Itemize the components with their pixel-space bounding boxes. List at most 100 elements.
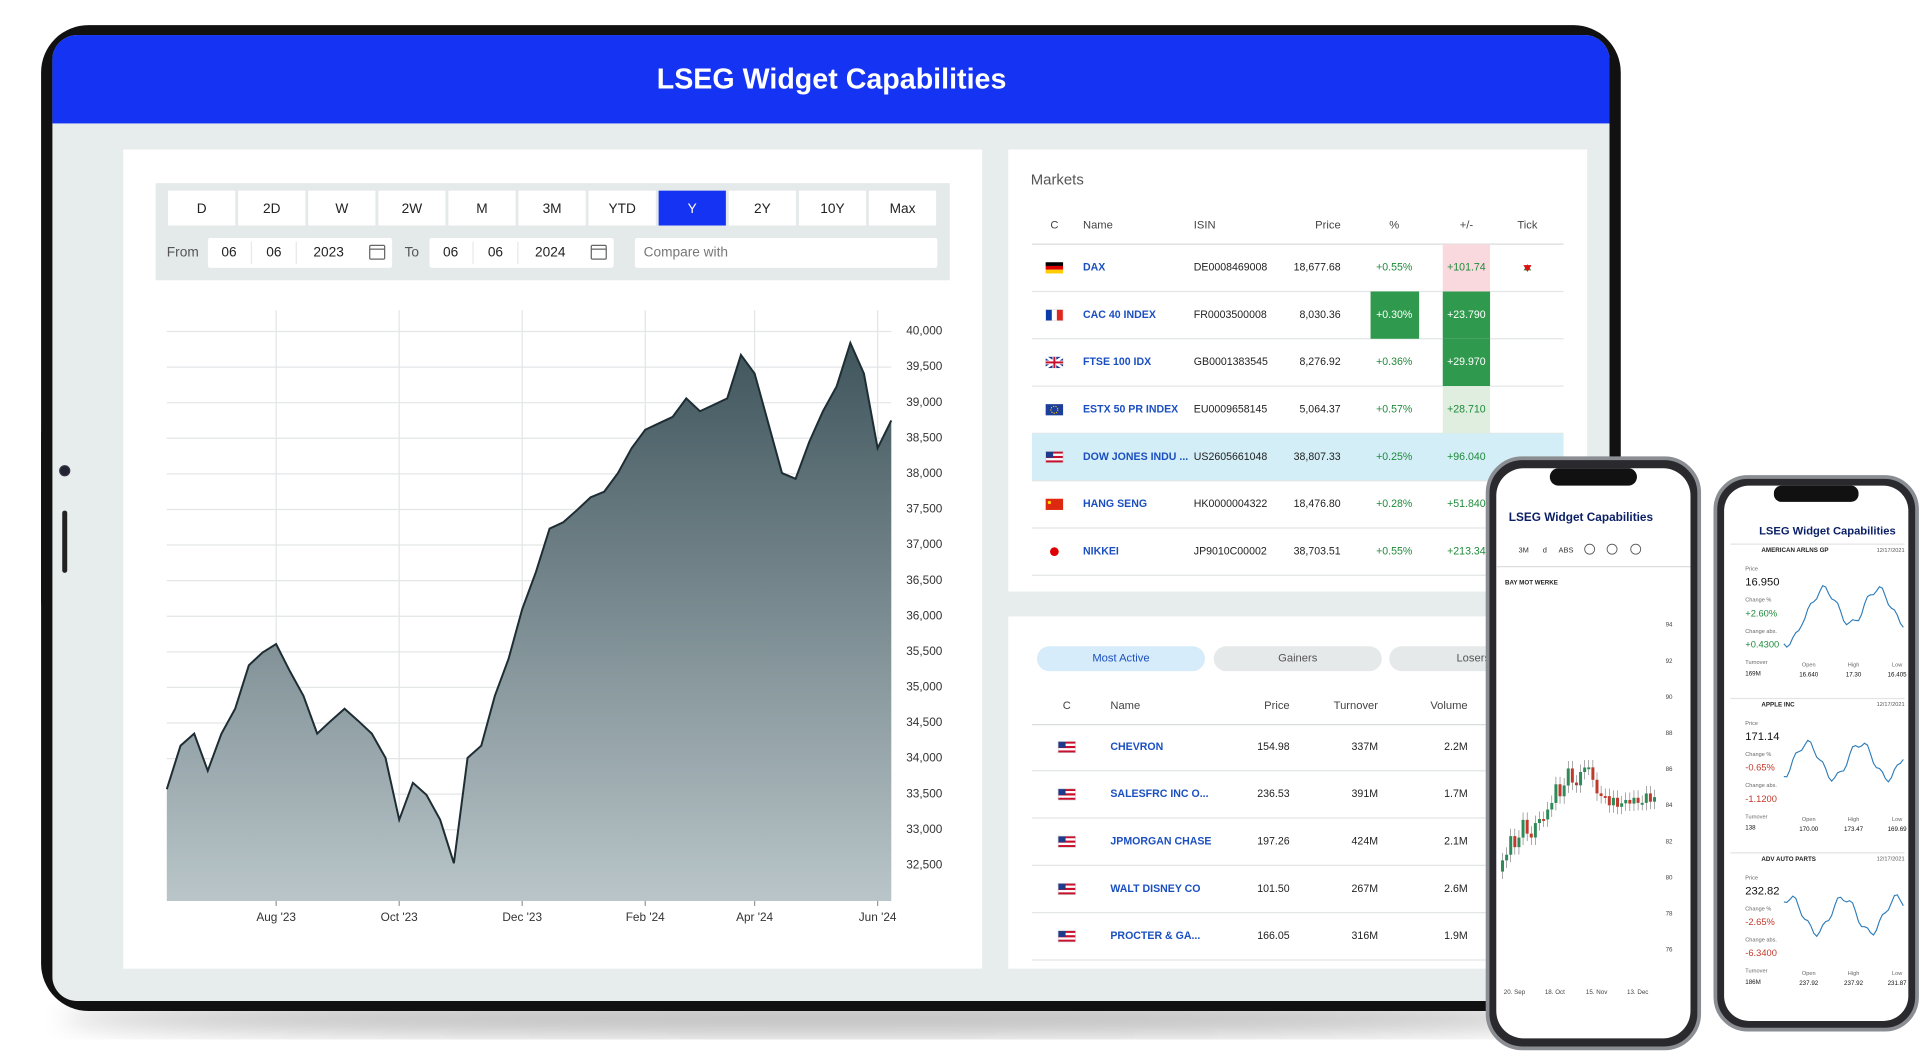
decor-candle xyxy=(1595,779,1599,794)
flag xyxy=(1058,741,1076,744)
cell-highlight xyxy=(1442,291,1491,339)
range-tab-label: W xyxy=(335,201,348,216)
flag xyxy=(1058,932,1076,936)
flag xyxy=(1058,838,1076,841)
y-tick-label: 34,500 xyxy=(906,715,943,729)
flag xyxy=(1058,741,1066,748)
toolbar-icon[interactable] xyxy=(1584,543,1596,555)
y-tick-label: 36,500 xyxy=(906,573,943,587)
turnover: 267M xyxy=(1352,883,1378,895)
open: 16.640 xyxy=(1799,672,1819,679)
decor-candle xyxy=(1509,836,1513,855)
isin: HK0000004322 xyxy=(1194,498,1268,510)
y-tick-label: 40,000 xyxy=(906,324,943,338)
date-part: 2024 xyxy=(535,245,566,260)
abs-change: +101.74 xyxy=(1447,262,1486,274)
field-label: Turnover xyxy=(1745,660,1767,666)
date-part: 06 xyxy=(488,245,504,260)
high: 17.30 xyxy=(1846,672,1862,679)
flag xyxy=(1058,836,1066,843)
phone-screen xyxy=(1724,485,1909,1021)
range-tab[interactable] xyxy=(658,190,726,226)
pct-change: +0.55% xyxy=(1376,262,1413,274)
flag xyxy=(1058,788,1066,796)
from-label: From xyxy=(167,245,199,260)
range-tab[interactable] xyxy=(448,190,516,226)
turnover: 186M xyxy=(1745,979,1761,986)
x-tick-label: Apr '24 xyxy=(736,910,773,924)
field-label: Low xyxy=(1892,662,1903,668)
flag xyxy=(1045,404,1064,416)
field-label: Price xyxy=(1745,721,1758,727)
mover-tab[interactable] xyxy=(1213,646,1382,672)
flag xyxy=(1058,793,1076,796)
flag xyxy=(1045,265,1064,270)
flag xyxy=(1056,309,1064,321)
range-tab-label: 3M xyxy=(543,201,562,216)
price: 232.82 xyxy=(1745,885,1779,897)
abs-change: +213.34 xyxy=(1447,545,1486,557)
range-tab[interactable] xyxy=(868,190,937,226)
date-part: 2023 xyxy=(313,245,344,260)
decor-candle xyxy=(1501,860,1505,872)
y-tick-label: 33,000 xyxy=(906,822,943,836)
range-tab-label: 2Y xyxy=(754,201,771,216)
pct-change: +0.57% xyxy=(1376,404,1413,416)
y-tick-label: 76 xyxy=(1666,947,1673,954)
y-tick-label: 86 xyxy=(1666,766,1673,773)
price: 16.950 xyxy=(1745,577,1779,589)
instrument-label: BAY MOT WERKE xyxy=(1505,579,1558,586)
range-tab[interactable] xyxy=(728,190,796,226)
field-label: Change % xyxy=(1745,752,1771,758)
decor-candle xyxy=(1517,837,1521,848)
calendar-icon[interactable] xyxy=(369,244,386,260)
field-label: Price xyxy=(1745,567,1758,573)
range-tab[interactable] xyxy=(588,190,656,226)
instrument-name: PROCTER & GA... xyxy=(1110,930,1200,942)
field-label: Low xyxy=(1892,817,1903,823)
range-tab[interactable] xyxy=(168,190,236,226)
range-tab[interactable] xyxy=(378,190,446,226)
date-input[interactable] xyxy=(429,237,614,268)
mover-tab-label: Gainers xyxy=(1278,653,1318,665)
flag xyxy=(1045,453,1064,456)
date-input[interactable] xyxy=(207,237,393,268)
tick-arrow xyxy=(1523,265,1532,272)
y-tick-label: 39,000 xyxy=(906,395,943,409)
field-label: Change % xyxy=(1745,598,1771,604)
flag xyxy=(1058,930,1076,933)
toolbar-icon[interactable] xyxy=(1630,543,1642,555)
y-tick-label: 90 xyxy=(1666,694,1673,701)
range-tab-label: D xyxy=(197,201,207,216)
turnover: 424M xyxy=(1352,835,1378,847)
abs-change: +51.840 xyxy=(1447,498,1486,510)
x-tick-label: Dec '23 xyxy=(502,910,542,924)
volume: 1.7M xyxy=(1444,788,1468,800)
phones: LSEG Widget Capabilities 3M d ABS BAY MOT WE… xyxy=(1485,456,1919,1051)
y-tick-label: 39,500 xyxy=(906,359,943,373)
y-tick-label: 35,500 xyxy=(906,644,943,658)
flag xyxy=(1057,788,1076,801)
decor-candle xyxy=(1550,802,1554,810)
toolbar-icon[interactable] xyxy=(1606,543,1618,555)
field-label: Change abs. xyxy=(1745,629,1777,635)
compare-input[interactable] xyxy=(634,237,938,268)
y-tick-label: 92 xyxy=(1666,658,1673,665)
flag xyxy=(1058,892,1076,895)
instrument-name: DAX xyxy=(1083,262,1105,274)
calendar-icon[interactable] xyxy=(590,244,607,260)
range-tab[interactable] xyxy=(518,190,586,226)
decor-candle xyxy=(1628,799,1632,804)
range-tab[interactable] xyxy=(798,190,867,226)
price: 101.50 xyxy=(1257,883,1289,895)
flag xyxy=(1057,835,1076,848)
instrument-name: WALT DISNEY CO xyxy=(1110,883,1200,895)
decor-candle xyxy=(1525,819,1529,834)
toolbar-item: d xyxy=(1543,545,1547,554)
decor-sparkline xyxy=(1783,894,1904,938)
abs-change: +28.710 xyxy=(1447,404,1486,416)
range-tab[interactable] xyxy=(238,190,306,226)
mover-tab[interactable] xyxy=(1036,646,1205,672)
range-tab[interactable] xyxy=(308,190,376,226)
flag xyxy=(1058,748,1076,751)
